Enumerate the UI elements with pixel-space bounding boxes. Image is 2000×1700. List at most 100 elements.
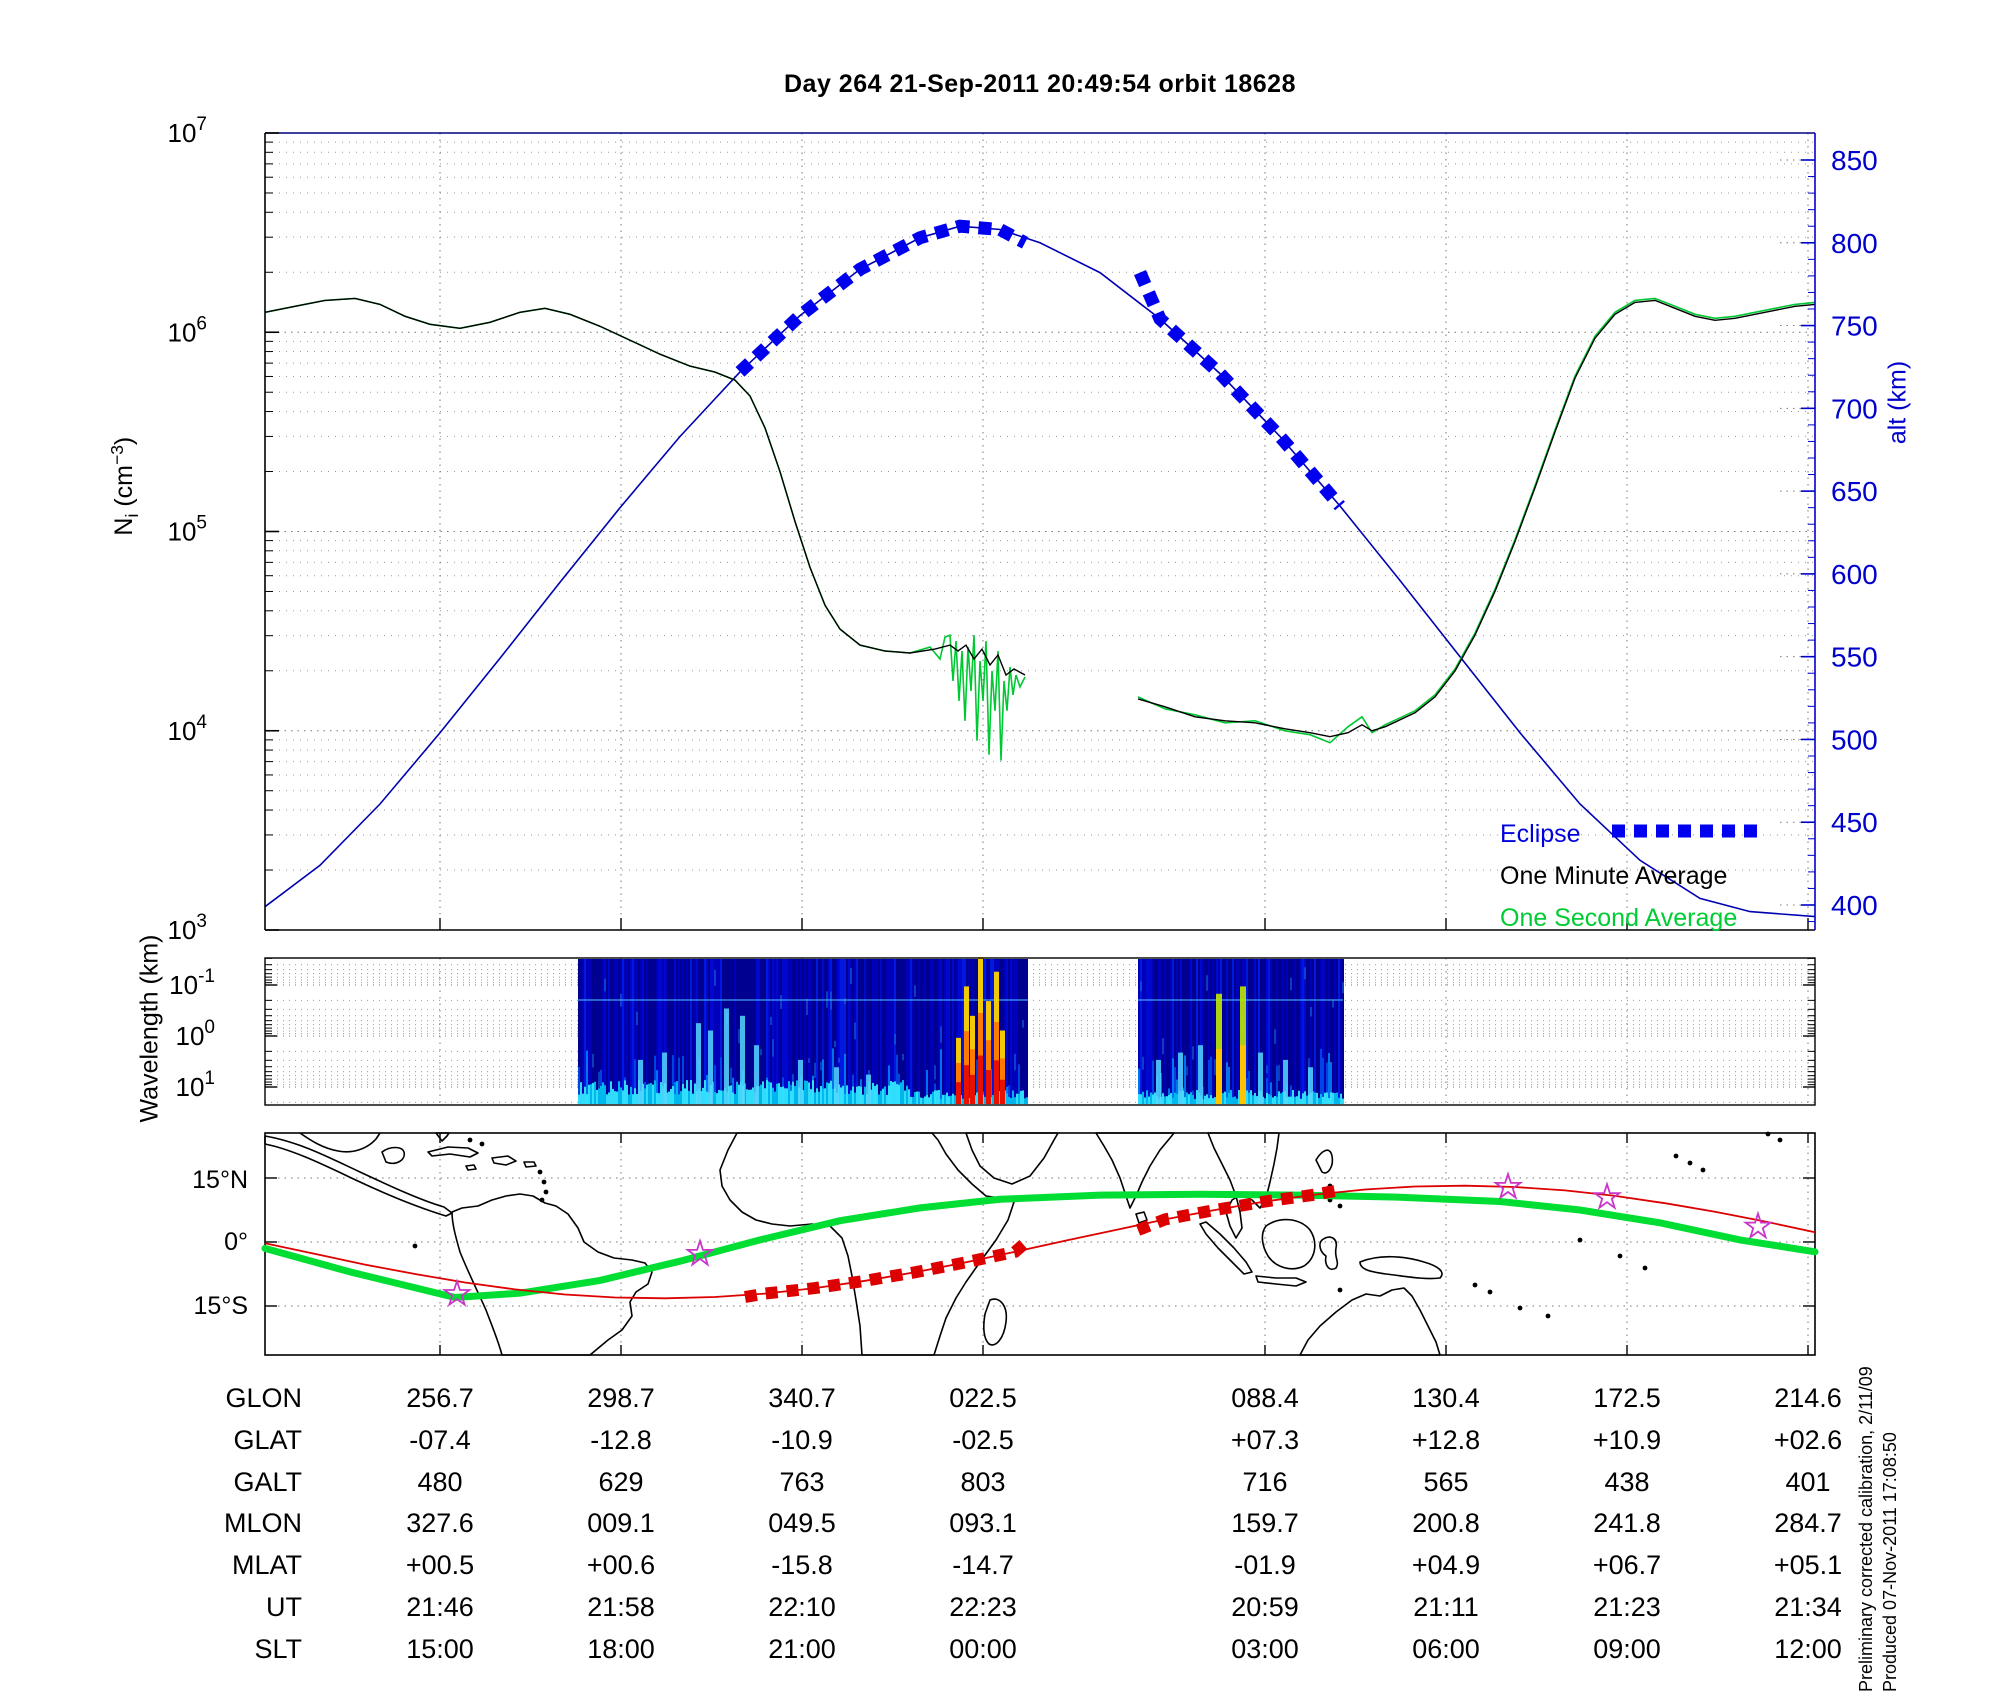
ground-track-line: [264, 1184, 1816, 1300]
island-dot: [1687, 1160, 1693, 1166]
spectrogram-bottom-band: [1208, 1098, 1210, 1104]
table-cell: 22:10: [768, 1592, 836, 1622]
spectrogram-bottom-band: [1264, 1098, 1266, 1104]
spectrogram-bottom-band: [650, 1083, 652, 1104]
spectrogram-bottom-band: [1192, 1095, 1194, 1104]
coastline: [1261, 1218, 1316, 1270]
spectrogram-bottom-band: [1022, 1090, 1024, 1104]
spectrogram-speckle: [940, 1026, 942, 1043]
table-cell: -10.9: [771, 1425, 833, 1455]
spectrogram-column: [1208, 959, 1210, 1104]
spectrogram-speckle: [1140, 981, 1142, 992]
spectrogram-column: [882, 959, 884, 1104]
table-cell: 15:00: [406, 1634, 474, 1664]
table-cell: 088.4: [1231, 1383, 1299, 1413]
spectrogram-column: [656, 959, 658, 1104]
spectrogram-bottom-band: [1190, 1092, 1192, 1104]
spectrogram-column: [912, 959, 914, 1104]
spectrogram-column: [1180, 959, 1182, 1104]
spectrogram-cyan-streak: [708, 1030, 713, 1104]
spectrogram-bottom-band: [734, 1094, 736, 1104]
spectrogram-speckle: [1342, 982, 1344, 994]
spectrogram-column: [936, 959, 938, 1104]
spectrogram-streak: [832, 1048, 834, 1104]
table-cell: 03:00: [1231, 1634, 1299, 1664]
spectrogram-speckle: [914, 985, 916, 997]
spectrogram-speckle: [592, 1053, 594, 1068]
spectrogram-streak: [672, 1055, 674, 1104]
spectrogram-bottom-band: [934, 1090, 936, 1104]
spectrogram-streak: [1008, 1085, 1010, 1104]
spectrogram-cyan-streak: [1178, 1052, 1183, 1104]
spectrogram-bottom-band: [1214, 1097, 1216, 1104]
spectrogram-speckle: [1274, 1029, 1276, 1044]
spectrogram-column: [874, 959, 876, 1104]
spectrogram-column: [1252, 959, 1254, 1104]
table-cell: 172.5: [1593, 1383, 1661, 1413]
alt-tick-label: 600: [1831, 559, 1878, 590]
spectrogram-bottom-band: [1186, 1092, 1188, 1104]
spectrogram-bottom-band: [822, 1088, 824, 1104]
spectrogram-column: [1238, 959, 1240, 1104]
spectrogram-column: [644, 959, 646, 1104]
alt-tick-label: 800: [1831, 228, 1878, 259]
spectrogram-bottom-band: [876, 1084, 878, 1104]
spectrogram-column: [1342, 959, 1344, 1104]
spectrogram-bottom-band: [1232, 1097, 1234, 1104]
spectrogram-bottom-band: [1146, 1090, 1148, 1104]
spectrogram-column: [918, 959, 920, 1104]
spectrogram-bottom-band: [584, 1086, 586, 1104]
spectrogram-column: [956, 959, 958, 1104]
spectrogram-streak: [1330, 1062, 1332, 1104]
spectrogram-bottom-band: [616, 1091, 618, 1104]
spectrogram-hot-streak: [978, 1055, 983, 1104]
spectrogram-column: [1210, 959, 1212, 1104]
spectrogram-column: [952, 959, 954, 1104]
table-cell: 22:23: [949, 1592, 1017, 1622]
spectrogram-bottom-band: [1316, 1092, 1318, 1104]
spectrogram-bottom-band: [608, 1092, 610, 1104]
spectrogram-column: [1020, 959, 1022, 1104]
spectrogram-streak: [822, 1059, 824, 1104]
spectrogram-bottom-band: [900, 1082, 902, 1104]
spectrogram-bottom-band: [952, 1093, 954, 1104]
spectrogram-bottom-band: [790, 1090, 792, 1104]
spectrogram-bottom-band: [1196, 1090, 1198, 1104]
spectrogram-column: [1138, 959, 1140, 1104]
spectrogram-bottom-band: [1154, 1092, 1156, 1104]
spectrogram-column: [1340, 959, 1342, 1104]
spectrogram-speckle: [738, 1029, 740, 1044]
spectrogram-streak: [674, 1082, 676, 1104]
table-cell: 565: [1423, 1467, 1469, 1497]
spectrogram-column: [596, 959, 598, 1104]
spectrogram-bottom-band: [644, 1088, 646, 1104]
spectrogram-bottom-band: [976, 1092, 978, 1104]
spectrogram-bottom-band: [794, 1086, 796, 1104]
spectrogram-column: [1228, 959, 1230, 1104]
spectrogram-bottom-band: [1246, 1090, 1248, 1104]
spectrogram-column: [794, 959, 796, 1104]
table-cell: +00.6: [586, 1550, 656, 1580]
spectrogram-column: [1324, 959, 1326, 1104]
spectrogram-column: [768, 959, 770, 1104]
spectrogram-column: [806, 959, 808, 1104]
spectrogram-bottom-band: [1322, 1096, 1324, 1104]
spectrogram-bottom-band: [702, 1087, 704, 1104]
spectrogram-bottom-band: [916, 1091, 918, 1104]
table-cell: 214.6: [1774, 1383, 1842, 1413]
spectrogram-bottom-band: [898, 1084, 900, 1104]
spectrogram-streak: [1208, 1059, 1210, 1104]
spectrogram-bottom-band: [578, 1094, 580, 1104]
spectrogram-bottom-band: [840, 1087, 842, 1104]
spectrogram-column: [662, 959, 664, 1104]
spectrogram-bottom-band: [1168, 1095, 1170, 1104]
spectrogram-bottom-band: [880, 1090, 882, 1104]
spectrogram-column: [842, 959, 844, 1104]
spectrogram-bottom-band: [1006, 1093, 1008, 1104]
spectrogram-column: [844, 959, 846, 1104]
spectrogram-column: [634, 959, 636, 1104]
table-cell: 159.7: [1231, 1508, 1299, 1538]
spectrogram-column: [590, 959, 592, 1104]
spectrogram-bottom-band: [902, 1080, 904, 1104]
spectrogram-bottom-band: [944, 1094, 946, 1104]
